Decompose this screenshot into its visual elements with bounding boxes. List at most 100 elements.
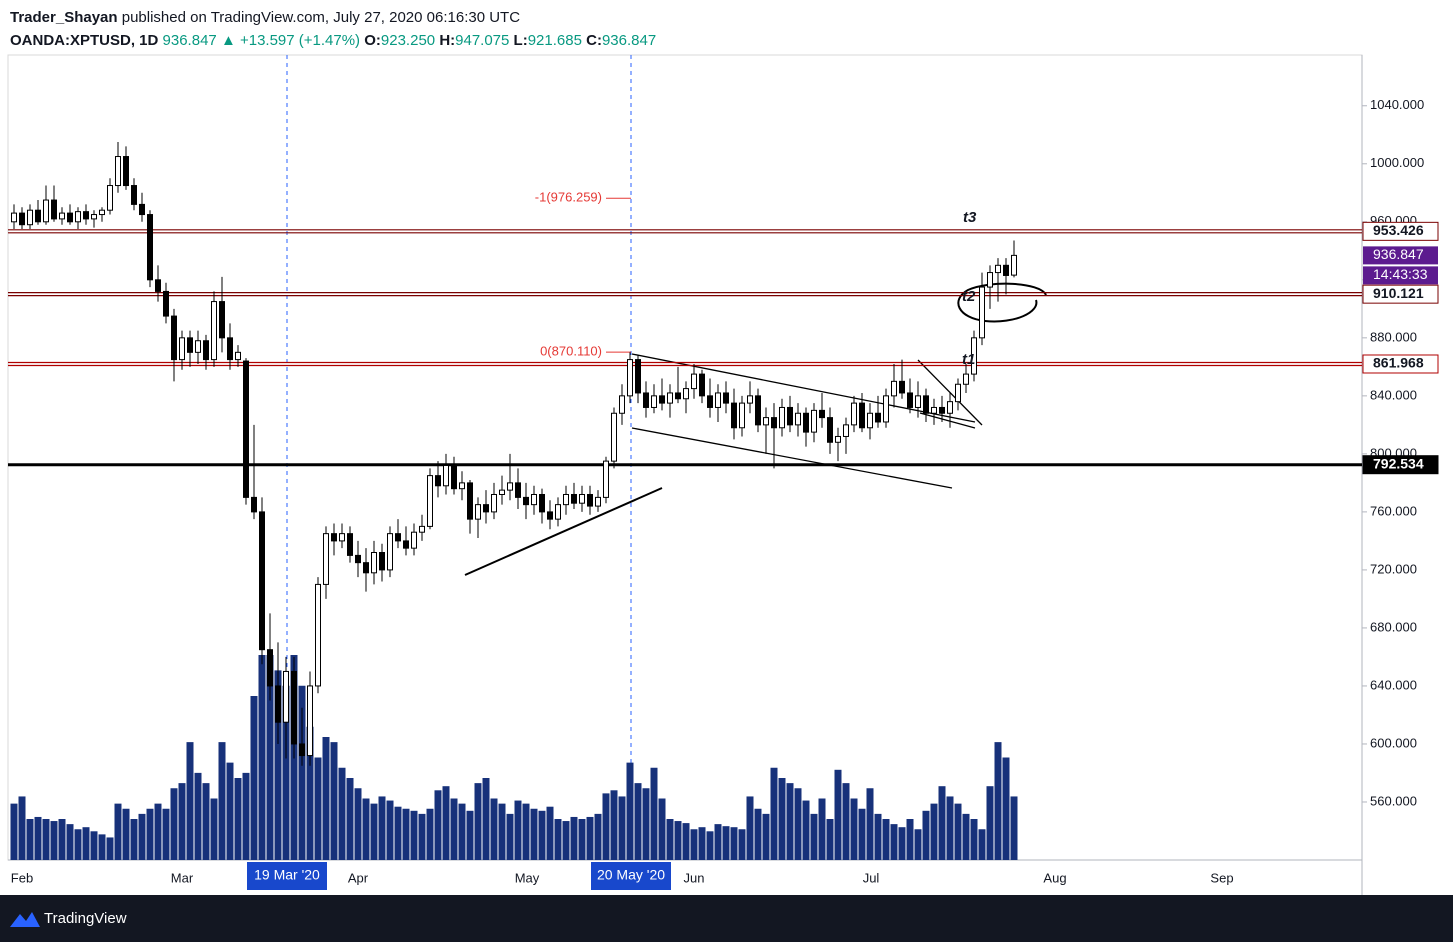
candle-body (131, 185, 137, 205)
candle-body (83, 211, 89, 220)
candle-body (539, 493, 545, 513)
x-tick-label: Mar (171, 870, 194, 885)
candle-body (491, 493, 497, 513)
candle-body (403, 540, 409, 549)
volume-bar (666, 819, 674, 860)
volume-bar (826, 819, 834, 860)
x-tick-label: Sep (1210, 870, 1233, 885)
candle-body (35, 209, 41, 223)
candle-body (259, 511, 265, 651)
volume-bar (890, 824, 898, 860)
candle-body (995, 264, 1001, 274)
price-tag (1362, 284, 1439, 304)
volume-bar (786, 783, 794, 860)
volume-bar (218, 742, 226, 860)
volume-bar (250, 696, 258, 860)
y-tick-label: 640.000 (1370, 677, 1417, 692)
volume-bar (522, 803, 530, 860)
volume-bar (186, 742, 194, 860)
candle-body (979, 286, 985, 339)
volume-bar (162, 808, 170, 860)
candle-body (115, 156, 121, 187)
volume-bar (458, 803, 466, 860)
candle-body (147, 214, 153, 281)
candle-body (707, 395, 713, 408)
candle-body (387, 533, 393, 571)
candle-body (459, 482, 465, 490)
candle-body (179, 337, 185, 361)
annotation: t3 (963, 209, 977, 226)
candle-body (507, 482, 513, 491)
y-tick-label: 720.000 (1370, 561, 1417, 576)
price-tag (1362, 455, 1439, 475)
candle-body (27, 209, 33, 226)
candle-body (59, 212, 65, 220)
volume-bar (1002, 757, 1010, 860)
candle-body (819, 409, 825, 419)
candle-body (955, 383, 961, 403)
volume-bar (778, 778, 786, 860)
volume-bar (706, 831, 714, 860)
volume-bar (914, 829, 922, 860)
candle-body (739, 402, 745, 429)
c-label: C: (586, 32, 602, 49)
candle-body (723, 392, 729, 404)
y-tick-label: 600.000 (1370, 735, 1417, 750)
x-tick-label: Apr (348, 870, 369, 885)
candle-body (851, 402, 857, 426)
volume-bar (754, 808, 762, 860)
o-label: O: (364, 32, 381, 49)
volume-bar (98, 834, 106, 860)
fib-label: -1(976.259) (535, 190, 602, 205)
candle-body (227, 337, 233, 361)
candle-body (835, 435, 841, 443)
volume-bar (90, 831, 98, 860)
volume-bar (450, 798, 458, 860)
symbol: OANDA:XPTUSD, 1D (10, 32, 159, 49)
x-tick-label: Feb (11, 870, 33, 885)
volume-bar (58, 819, 66, 860)
volume-bar (546, 806, 554, 860)
close: 936.847 (601, 32, 657, 49)
volume-bar (122, 808, 130, 860)
volume-bar (682, 823, 690, 860)
current-price-label: 936.847 (1373, 246, 1424, 262)
candle-body (475, 504, 481, 520)
volume-bar (410, 810, 418, 860)
candle-body (315, 583, 321, 687)
candle-body (75, 211, 81, 223)
volume-bar (802, 800, 810, 860)
candle-body (611, 412, 617, 462)
current-price-tag (1363, 246, 1438, 265)
candle-body (531, 493, 537, 506)
volume-bar (538, 810, 546, 860)
candle-body (675, 392, 681, 400)
logo (10, 912, 40, 927)
candle-body (155, 279, 161, 292)
candle-body (763, 417, 769, 426)
candle-body (291, 670, 297, 745)
volume-bar (354, 788, 362, 860)
volume-bar (602, 793, 610, 860)
volume-bar (258, 655, 266, 860)
volume-bar (346, 778, 354, 860)
volume-bar (418, 813, 426, 860)
marker-date: 20 May '20 (597, 867, 665, 883)
candle-body (235, 351, 241, 361)
x-tick-label: Aug (1043, 870, 1066, 885)
published: published on TradingView.com, July 27, 2… (121, 9, 521, 26)
volume-bar (138, 813, 146, 860)
candle-body (243, 360, 249, 498)
volume-bar (378, 796, 386, 860)
volume-bar (530, 808, 538, 860)
volume-bar (594, 813, 602, 860)
volume-bar (266, 655, 274, 860)
volume-bar (26, 819, 34, 860)
volume-bar (834, 769, 842, 860)
candle-body (267, 649, 273, 687)
volume-bar (978, 829, 986, 860)
volume-bar (514, 800, 522, 860)
volume-bar (178, 783, 186, 860)
volume-bar (554, 819, 562, 860)
